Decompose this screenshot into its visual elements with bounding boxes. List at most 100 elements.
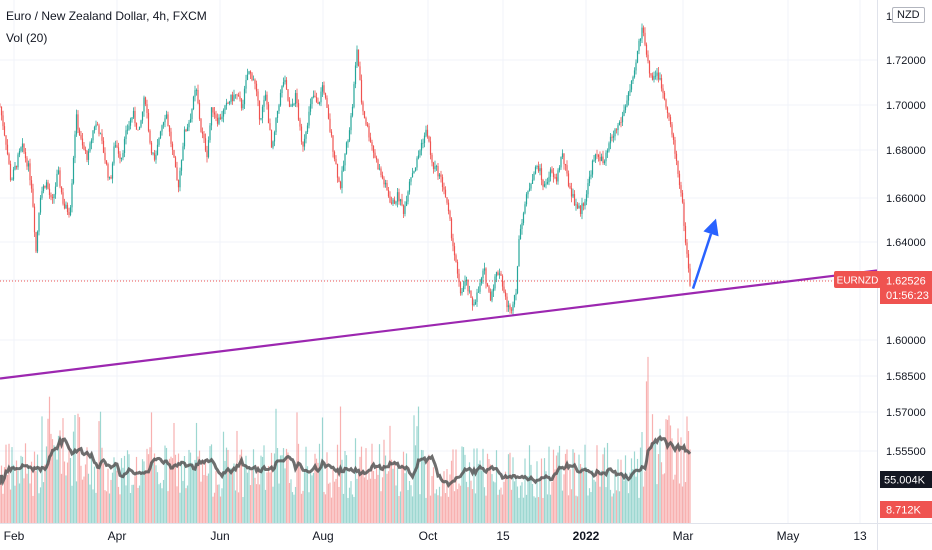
volume-bar bbox=[11, 447, 13, 523]
candle-body bbox=[18, 150, 21, 155]
volume-bar bbox=[173, 422, 175, 523]
candle-body bbox=[225, 102, 228, 106]
candle-body bbox=[285, 80, 288, 90]
volume-bar bbox=[518, 497, 520, 523]
volume-bar bbox=[461, 446, 463, 523]
volume-bar bbox=[570, 489, 573, 523]
candle-body bbox=[41, 191, 43, 198]
candle-body bbox=[92, 130, 94, 141]
candle-body bbox=[282, 82, 285, 86]
candle-body bbox=[516, 266, 519, 294]
volume-bar bbox=[612, 493, 615, 523]
candle-body bbox=[663, 92, 666, 100]
volume-bar bbox=[485, 495, 487, 523]
volume-bar bbox=[617, 459, 619, 523]
volume-bar bbox=[201, 459, 204, 523]
candle-body bbox=[458, 273, 460, 283]
volume-bar bbox=[338, 486, 340, 523]
currency-badge[interactable]: NZD bbox=[892, 7, 925, 23]
volume-bar bbox=[488, 459, 490, 523]
candle-body bbox=[162, 122, 165, 126]
volume-bar bbox=[657, 454, 660, 523]
volume-bar bbox=[468, 462, 471, 523]
candle-body bbox=[504, 292, 507, 297]
volume-bar bbox=[416, 426, 418, 523]
candle-body bbox=[428, 136, 430, 142]
volume-bar bbox=[65, 475, 67, 523]
candle-body bbox=[623, 110, 625, 116]
volume-bar bbox=[483, 487, 486, 523]
volume-bar bbox=[678, 483, 681, 523]
candle-body bbox=[689, 268, 691, 286]
volume-bar bbox=[125, 485, 127, 523]
candle-body bbox=[497, 272, 499, 275]
volume-bar bbox=[18, 483, 21, 523]
candle-body bbox=[576, 204, 579, 209]
volume-bar bbox=[188, 449, 190, 523]
volume-bar bbox=[381, 477, 384, 523]
volume-bar bbox=[143, 461, 145, 523]
candle-body bbox=[420, 142, 423, 151]
volume-bar bbox=[558, 445, 561, 523]
volume-bar bbox=[681, 486, 684, 523]
candle-body bbox=[605, 152, 607, 162]
candle-body bbox=[98, 125, 100, 134]
candle-body bbox=[441, 177, 444, 188]
volume-bar bbox=[228, 469, 231, 523]
volume-bar bbox=[687, 431, 690, 523]
candle-body bbox=[351, 106, 354, 116]
candle-body bbox=[554, 176, 556, 178]
volume-bar bbox=[113, 457, 115, 523]
volume-bar bbox=[89, 484, 91, 523]
candle-body bbox=[567, 173, 570, 186]
volume-bar bbox=[393, 462, 396, 523]
candle-body bbox=[510, 309, 513, 311]
candle-body bbox=[354, 65, 357, 85]
volume-bar bbox=[683, 445, 685, 523]
indicator-label[interactable]: Vol (20) bbox=[6, 31, 48, 45]
candle-body bbox=[384, 182, 387, 185]
candle-body bbox=[671, 124, 673, 135]
candle-body bbox=[363, 111, 366, 119]
volume-bar bbox=[429, 495, 432, 523]
volume-bar bbox=[620, 459, 622, 523]
candle-body bbox=[677, 160, 679, 174]
volume-bar bbox=[167, 491, 169, 523]
volume-bar bbox=[600, 470, 603, 523]
candle-body bbox=[678, 173, 681, 186]
candle-body bbox=[45, 182, 48, 188]
volume-bar bbox=[522, 497, 525, 523]
candle-body bbox=[410, 177, 412, 182]
candle-body bbox=[596, 154, 598, 156]
volume-bar bbox=[566, 449, 568, 523]
candle-body bbox=[65, 204, 67, 209]
candle-body bbox=[444, 189, 447, 198]
volume-bar bbox=[351, 494, 354, 523]
candle-body bbox=[108, 177, 111, 178]
volume-bar bbox=[602, 454, 604, 523]
candle-body bbox=[600, 156, 603, 161]
candle-body bbox=[113, 146, 115, 164]
volume-bar bbox=[96, 463, 99, 523]
volume-bar bbox=[549, 494, 552, 523]
candle-body bbox=[5, 135, 7, 145]
volume-bar bbox=[141, 459, 144, 523]
candle-body bbox=[50, 194, 52, 198]
volume-bar bbox=[0, 465, 3, 523]
candle-body bbox=[462, 286, 465, 292]
candle-body bbox=[195, 90, 198, 91]
volume-bar bbox=[503, 481, 505, 523]
candle-body bbox=[662, 88, 664, 93]
volume-bar bbox=[414, 445, 417, 523]
volume-bar bbox=[245, 455, 247, 523]
candle-body bbox=[449, 211, 451, 219]
candle-body bbox=[342, 165, 345, 171]
volume-bar bbox=[440, 496, 442, 523]
volume-bar bbox=[452, 449, 454, 523]
candle-body bbox=[83, 145, 85, 150]
candle-body bbox=[44, 185, 46, 188]
volume-bar bbox=[659, 428, 661, 523]
candle-body bbox=[156, 144, 159, 155]
candle-body bbox=[246, 74, 249, 81]
